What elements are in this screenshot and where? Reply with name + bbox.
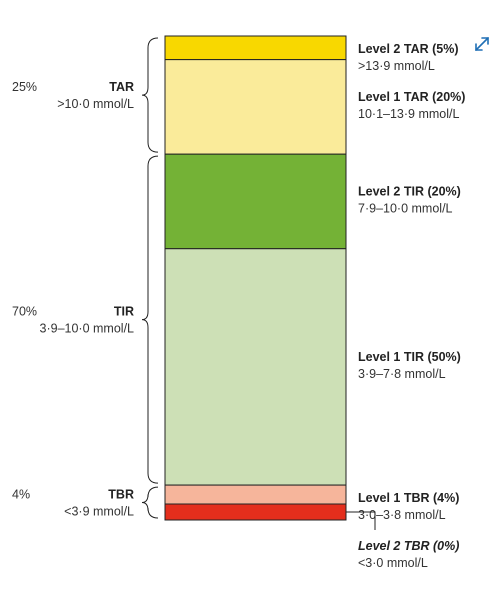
level-range: 7·9–10·0 mmol/L: [358, 201, 453, 215]
group-name: TBR: [108, 488, 134, 502]
level-name: Level 1 TBR (4%): [358, 491, 459, 505]
bar-segment: [164, 503, 347, 521]
stacked-bar: [164, 35, 347, 521]
level-range: >13·9 mmol/L: [358, 59, 435, 73]
level-name: Level 2 TAR (5%): [358, 42, 459, 56]
level-range: 10·1–13·9 mmol/L: [358, 107, 459, 121]
group-brace: [141, 486, 159, 519]
bar-segment: [164, 153, 347, 250]
group-brace: [141, 155, 159, 484]
level-name: Level 1 TIR (50%): [358, 350, 461, 364]
bar-segment: [164, 59, 347, 155]
group-percent: 4%: [12, 488, 30, 502]
group-range: 3·9–10·0 mmol/L: [40, 322, 135, 336]
group-percent: 25%: [12, 80, 37, 94]
group-brace: [141, 37, 159, 153]
group-name: TAR: [109, 80, 134, 94]
group-name: TIR: [114, 305, 134, 319]
group-percent: 70%: [12, 305, 37, 319]
bar-segment: [164, 248, 347, 486]
level-range: 3·9–7·8 mmol/L: [358, 367, 446, 381]
level-name: Level 1 TAR (20%): [358, 90, 465, 104]
group-range: <3·9 mmol/L: [64, 505, 134, 519]
level-labels: Level 2 TAR (5%) >13·9 mmol/L Level 1 TAR …: [346, 42, 465, 570]
bar-segment: [164, 35, 347, 61]
level-name: Level 2 TBR (0%): [358, 539, 459, 553]
bar-segment: [164, 484, 347, 505]
level-name: Level 2 TIR (20%): [358, 184, 461, 198]
leader-line: [346, 511, 376, 530]
group-labels: 25% TAR >10·0 mmol/L 70% TIR 3·9–10·0 mmol/L 4…: [12, 80, 134, 518]
expand-icon[interactable]: [472, 34, 492, 54]
level-range: 3·0–3·8 mmol/L: [358, 508, 446, 522]
group-braces: [141, 37, 159, 519]
level-range: <3·0 mmol/L: [358, 556, 428, 570]
group-range: >10·0 mmol/L: [57, 97, 134, 111]
